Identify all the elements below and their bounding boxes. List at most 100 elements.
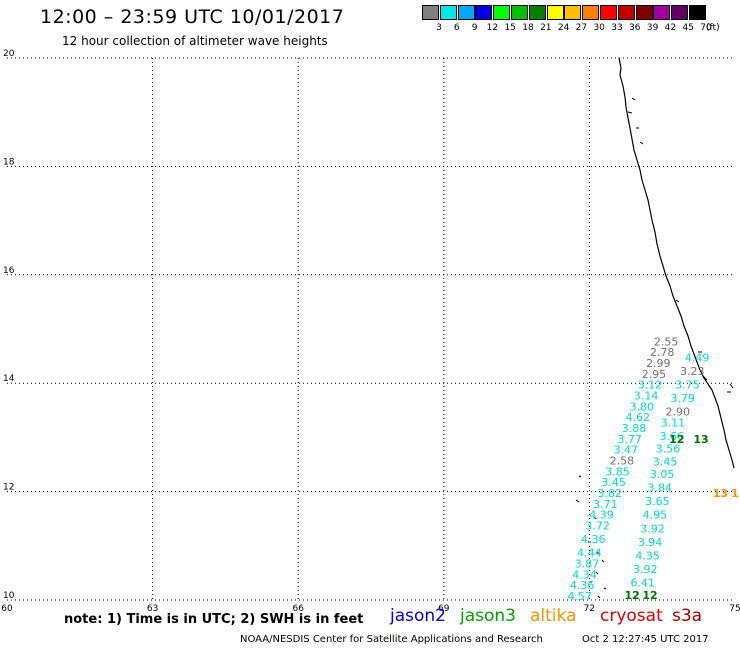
legend-label-27: 27: [575, 23, 588, 33]
legend-label-70: 70: [700, 23, 712, 33]
footer-note: note: 1) Time is in UTC; 2) SWH is in fe…: [64, 612, 364, 627]
swh-observation: 3.14: [634, 389, 659, 402]
legend-label-21: 21: [540, 23, 552, 33]
wave-height-observations: 2.552.782.992.953.123.143.804.623.883.77…: [567, 335, 738, 603]
swh-observation: 4.35: [635, 549, 660, 562]
legend-label-33: 33: [611, 23, 623, 33]
swh-observation: 4.57: [567, 590, 592, 603]
lat-tick-label: 20: [3, 49, 15, 59]
swh-observation: 3.88: [622, 422, 647, 435]
legend-label-39: 39: [646, 23, 659, 33]
swh-observation: 3.65: [645, 495, 670, 508]
legend-swatch-33: [600, 5, 617, 20]
legend-swatch-30: [582, 5, 600, 20]
swh-observation: 3.45: [601, 476, 626, 489]
swh-observation: 3.84: [648, 482, 673, 495]
swh-observation: 3.77: [617, 433, 642, 446]
graticule: [7, 57, 735, 601]
legend-label-24: 24: [557, 23, 570, 33]
lon-tick-label: 69: [438, 604, 450, 614]
legend-label-3: 3: [436, 23, 442, 33]
swh-observation: 3.87: [575, 557, 600, 570]
swh-observation: 4.39: [589, 509, 614, 522]
legend-swatch-3: [422, 5, 439, 20]
coastline: [575, 57, 735, 599]
legend-swatch-24: [546, 5, 564, 20]
lat-tick-label: 14: [3, 374, 15, 384]
satellite-cryosat: cryosat: [600, 606, 663, 626]
swh-observation: 3.75: [675, 379, 700, 392]
lat-tick-label: 18: [3, 157, 15, 167]
satellite-s3a: s3a: [672, 606, 703, 626]
swh-observation: 3.82: [598, 487, 623, 500]
legend-swatch-27: [564, 5, 582, 20]
lat-tick-label: 12: [3, 483, 14, 493]
swh-observation: 2.99: [646, 357, 671, 370]
swh-observation: 3.56: [656, 443, 681, 456]
swh-observation: 3.71: [593, 498, 618, 511]
legend-swatch-45: [671, 5, 689, 20]
swh-observation: 12: [624, 589, 639, 602]
swh-observation: 2.95: [642, 368, 667, 381]
legend-label-42: 42: [664, 23, 677, 33]
swh-observation: 3.12: [638, 379, 663, 392]
swh-observation: 3.72: [585, 520, 610, 533]
legend-swatch-70: [689, 5, 706, 20]
lon-tick-label: 63: [147, 604, 158, 614]
swh-observation: 3.11: [661, 417, 686, 430]
swh-observation: 6.41: [631, 576, 656, 589]
legend-swatch-15: [493, 5, 511, 20]
swh-observation: 13: [713, 487, 728, 500]
swh-observation: 12: [642, 589, 657, 602]
swh-observation: 3.92: [633, 563, 658, 576]
swh-observation: 4.49: [685, 352, 710, 365]
swh-observation: 4.62: [626, 411, 651, 424]
legend-label-36: 36: [629, 23, 641, 33]
lon-tick-label: 72: [584, 604, 595, 614]
swh-observation: 4.44: [577, 547, 602, 560]
swh-observation: 2.78: [650, 346, 675, 359]
satellite-jason2: jason2: [390, 606, 446, 626]
axis-labels: 60 63 66 69 72 75 10 12 14 16 18 20: [1, 49, 740, 614]
legend-swatch-18: [511, 5, 528, 20]
swh-observation: 1: [731, 487, 739, 500]
map-title: 12:00 – 23:59 UTC 10/01/2017: [40, 6, 345, 28]
legend-swatch-36: [617, 5, 635, 20]
legend-swatch-21: [528, 5, 546, 20]
legend-swatch-12: [475, 5, 493, 20]
swh-observation: 13: [693, 433, 708, 446]
swh-observation: 4.34: [572, 568, 597, 581]
swh-observation: 3.92: [640, 522, 665, 535]
swh-observation: 3.79: [670, 392, 695, 405]
legend-label-12: 12: [486, 23, 499, 33]
india-west-coastline: [618, 57, 735, 469]
swh-observation: 3.80: [630, 400, 655, 413]
credit-line: NOAA/NESDIS Center for Satellite Applica…: [240, 634, 543, 645]
swh-observation: 2.90: [665, 406, 690, 419]
swh-observation: 2.55: [654, 335, 679, 348]
generation-timestamp: Oct 2 12:27:45 UTC 2017: [582, 634, 709, 645]
lon-tick-label: 66: [292, 604, 304, 614]
legend-swatch-6: [439, 5, 457, 20]
legend-label-15: 15: [504, 23, 516, 33]
map-subtitle: 12 hour collection of altimeter wave hei…: [62, 34, 328, 48]
swh-observation: 3.47: [614, 444, 639, 457]
swh-observation: 4.95: [643, 509, 668, 522]
lat-tick-label: 10: [3, 591, 15, 601]
swh-observation: 2.58: [610, 455, 635, 468]
legend-unit: (ft): [706, 23, 720, 33]
legend-label-18: 18: [522, 23, 534, 33]
lat-tick-label: 16: [3, 266, 15, 276]
legend-label-9: 9: [471, 23, 478, 33]
satellite-jason3: jason3: [460, 606, 516, 626]
swh-observation: 3.23: [680, 365, 705, 378]
legend-label-45: 45: [682, 23, 694, 33]
legend-label-30: 30: [593, 23, 605, 33]
legend-swatch-9: [457, 5, 475, 20]
swh-observation: 3.94: [638, 536, 663, 549]
swh-observation: 4.36: [570, 579, 595, 592]
lon-tick-label: 75: [729, 604, 740, 614]
satellite-altika: altika: [530, 606, 577, 626]
legend-swatch-42: [653, 5, 671, 20]
